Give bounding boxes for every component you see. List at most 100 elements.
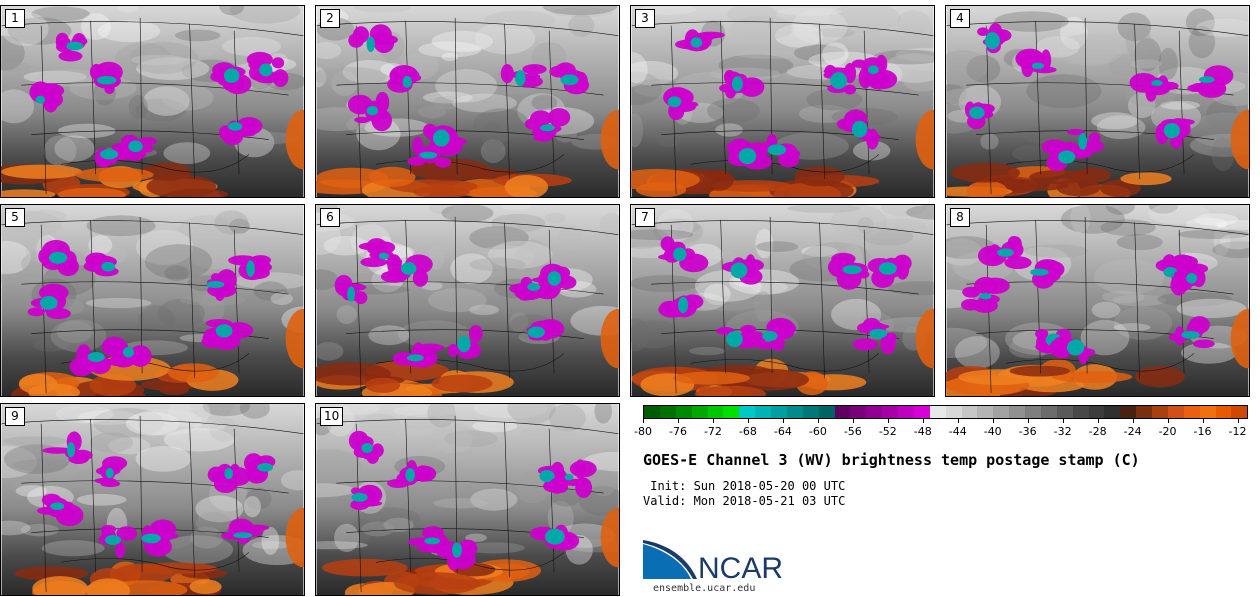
cloud-texture xyxy=(138,305,176,336)
very-cold-cloud xyxy=(869,328,888,339)
cloud-texture xyxy=(1177,229,1249,240)
cloud-texture xyxy=(709,250,737,261)
warm-region xyxy=(703,169,734,191)
stamp-panel-2: 2 xyxy=(315,5,620,198)
cold-cloud xyxy=(1169,118,1195,126)
very-cold-cloud xyxy=(979,293,992,300)
cold-cloud xyxy=(354,116,371,124)
colorbar-swatch xyxy=(1120,406,1137,418)
very-cold-cloud xyxy=(842,265,862,275)
very-cold-cloud xyxy=(726,331,743,348)
cloud-texture xyxy=(86,215,156,237)
cloud-texture xyxy=(33,339,68,352)
cloud-texture xyxy=(798,104,852,123)
colorbar-tick-label: -80 xyxy=(634,425,652,438)
colorbar-tick xyxy=(1062,419,1064,423)
cold-cloud xyxy=(366,238,388,256)
colorbar-swatch xyxy=(1040,406,1057,418)
cloud-texture xyxy=(397,320,472,348)
cold-cloud xyxy=(549,65,570,78)
colorbar-swatch xyxy=(1183,406,1200,418)
cloud-texture xyxy=(755,241,799,253)
cloud-texture xyxy=(88,235,113,255)
cloud-texture xyxy=(55,404,114,424)
cloud-texture xyxy=(631,112,643,148)
cloud-texture xyxy=(1102,290,1145,304)
cloud-texture xyxy=(862,227,914,246)
cloud-texture xyxy=(10,477,58,497)
colorbar xyxy=(643,405,1248,419)
colorbar-tick-label: -36 xyxy=(1018,425,1037,438)
warm-region xyxy=(1,164,83,179)
cloud-texture xyxy=(25,209,67,224)
cold-cloud xyxy=(222,128,244,146)
cloud-texture xyxy=(261,526,280,555)
cold-cloud xyxy=(1063,141,1077,150)
cloud-texture xyxy=(316,269,339,290)
cloud-texture xyxy=(393,404,457,417)
cloud-texture xyxy=(548,404,586,432)
colorbar-tick-label: -28 xyxy=(1088,425,1107,438)
cloud-texture xyxy=(718,54,794,77)
colorbar-swatch xyxy=(1009,406,1025,418)
cloud-texture xyxy=(883,53,934,83)
cold-cloud xyxy=(1066,128,1085,136)
colorbar-tick xyxy=(992,419,994,423)
very-cold-cloud xyxy=(539,124,555,132)
stamp-panel-5: 5 xyxy=(0,204,305,397)
colorbar-ticks: -80 -76 -72 -68 -64 -60 -56 -52 -48 -44 -40 -36 -32 -… xyxy=(634,419,1248,439)
very-cold-cloud xyxy=(997,248,1014,257)
stamp-panel-10: 10 xyxy=(315,403,620,596)
cloud-texture xyxy=(452,93,518,113)
cloud-texture xyxy=(1117,12,1152,42)
cloud-texture xyxy=(874,218,927,233)
map-8 xyxy=(946,205,1249,396)
colorbar-tick xyxy=(1027,419,1029,423)
very-cold-cloud xyxy=(351,492,368,502)
warm-region xyxy=(694,385,767,396)
stamp-panel-3: 3 xyxy=(630,5,935,198)
colorbar-tick-label: -24 xyxy=(1123,425,1142,438)
cold-cloud xyxy=(115,541,126,559)
cold-cloud xyxy=(1082,140,1105,153)
cloud-texture xyxy=(1194,213,1238,226)
warm-region xyxy=(167,363,219,383)
cloud-texture xyxy=(334,523,360,553)
stamp-panel-8: 8 xyxy=(945,204,1250,397)
very-cold-cloud xyxy=(104,535,121,545)
cloud-texture xyxy=(715,123,743,137)
cold-cloud xyxy=(42,447,72,454)
cloud-texture xyxy=(450,253,493,285)
cloud-texture xyxy=(641,6,697,15)
cloud-texture xyxy=(946,49,988,84)
cloud-texture xyxy=(1080,319,1130,356)
warm-region xyxy=(57,187,126,197)
colorbar-swatch xyxy=(1136,406,1152,418)
cold-cloud xyxy=(725,86,736,99)
very-cold-cloud xyxy=(457,335,471,353)
cold-cloud xyxy=(116,526,138,541)
stamp-panel-1: 1 xyxy=(0,5,305,198)
cloud-texture xyxy=(1144,284,1166,297)
colorbar-tick xyxy=(1097,419,1099,423)
cold-cloud xyxy=(895,258,910,280)
cloud-texture xyxy=(441,205,494,223)
colorbar-tick xyxy=(887,419,889,423)
cloud-texture xyxy=(750,280,788,294)
very-cold-cloud xyxy=(690,37,703,48)
cloud-texture xyxy=(793,44,845,62)
cloud-texture xyxy=(316,541,368,550)
map-3 xyxy=(631,6,934,197)
very-cold-cloud xyxy=(730,262,748,279)
cold-cloud xyxy=(412,269,429,287)
cloud-texture xyxy=(433,498,488,509)
very-cold-cloud xyxy=(527,326,546,338)
very-cold-cloud xyxy=(545,528,565,545)
colorbar-tick-label: -44 xyxy=(948,425,967,438)
cold-cloud xyxy=(35,83,65,99)
cloud-texture xyxy=(239,404,270,419)
colorbar-swatch xyxy=(961,406,978,418)
panel-label: 10 xyxy=(320,407,344,426)
colorbar-swatch xyxy=(1056,406,1073,418)
warm-region xyxy=(1135,366,1185,388)
